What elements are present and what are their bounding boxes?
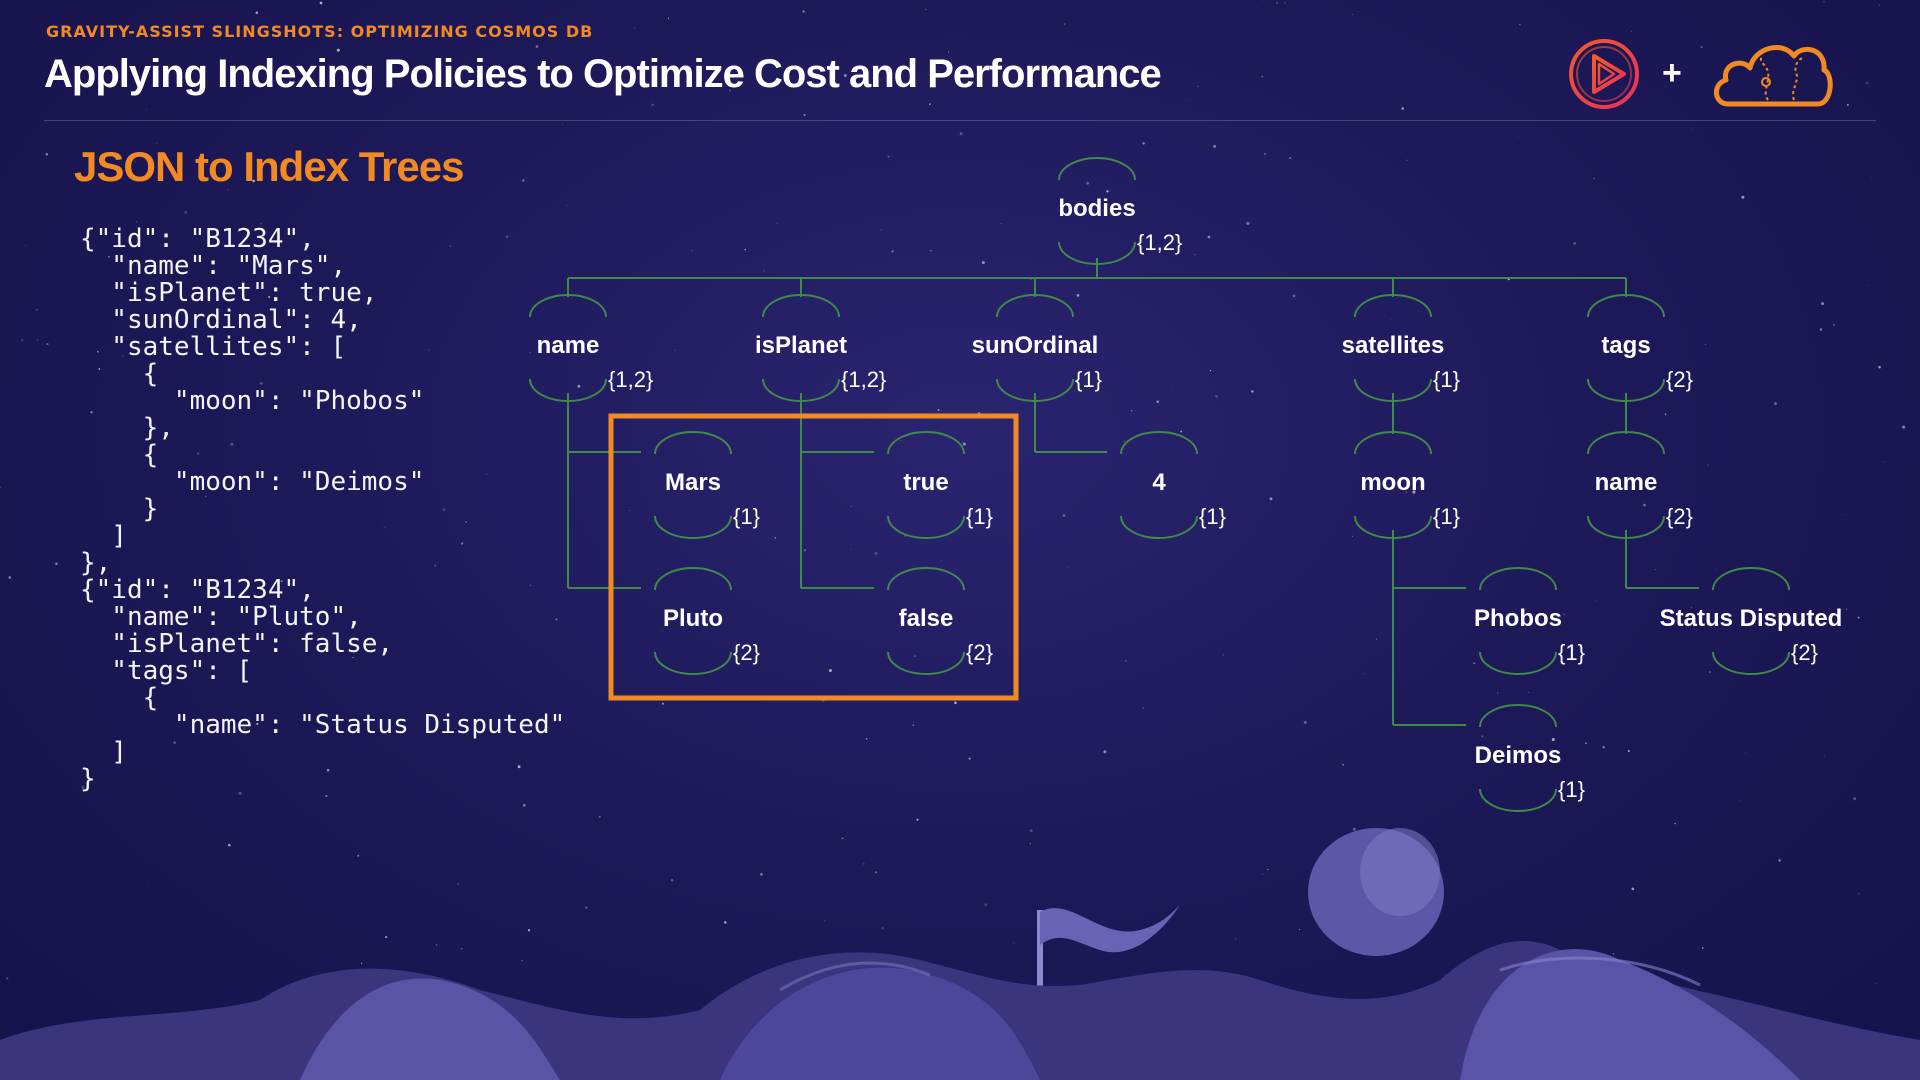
tree-node-phobos: Phobos {1} (1474, 567, 1585, 675)
node-arc-top (1354, 431, 1432, 455)
node-arc-bottom (996, 378, 1074, 402)
node-arc-top (654, 567, 732, 591)
node-label: Deimos (1475, 742, 1562, 769)
node-doc-ids: {1} (1558, 640, 1585, 665)
tree-connectors (567, 258, 1699, 726)
node-arc-bottom (1354, 515, 1432, 539)
plus-sign: + (1662, 54, 1682, 92)
node-arc-bottom (1479, 651, 1557, 675)
tree-node-false: false {2} (887, 567, 993, 675)
node-arc-top (1479, 567, 1557, 591)
node-label: Phobos (1474, 605, 1562, 632)
node-arc-top (654, 431, 732, 455)
cloud-logo-icon (1714, 45, 1833, 107)
node-doc-ids: {1} (1558, 777, 1585, 802)
highlight-box (608, 413, 1019, 701)
node-arc-top (1712, 567, 1790, 591)
node-doc-ids: {1,2} (1137, 230, 1182, 255)
node-doc-ids: {2} (1666, 367, 1693, 392)
node-label: sunOrdinal (972, 332, 1099, 359)
tree-node-moon: moon {1} (1354, 431, 1460, 539)
node-arc-bottom (654, 515, 732, 539)
page-title: Applying Indexing Policies to Optimize C… (44, 52, 1162, 96)
node-doc-ids: {1} (1075, 367, 1102, 392)
node-label: Pluto (663, 605, 723, 632)
tree-node-tagname: name {2} (1587, 431, 1693, 539)
tree-node-satellites: satellites {1} (1342, 294, 1460, 402)
node-arc-bottom (1479, 788, 1557, 812)
tree-node-deimos: Deimos {1} (1475, 704, 1585, 812)
node-label: false (899, 605, 954, 632)
node-doc-ids: {2} (1666, 504, 1693, 529)
tree-node-isPlanet: isPlanet {1,2} (755, 294, 886, 402)
node-arc-top (529, 294, 607, 318)
node-arc-top (1058, 157, 1136, 181)
node-arc-top (1120, 431, 1198, 455)
node-arc-bottom (1354, 378, 1432, 402)
node-label: name (537, 332, 600, 359)
tree-node-statusdisputed: Status Disputed {2} (1660, 567, 1843, 675)
node-doc-ids: {1} (733, 504, 760, 529)
node-label: moon (1360, 469, 1425, 496)
node-arc-top (887, 567, 965, 591)
node-doc-ids: {2} (966, 640, 993, 665)
node-label: true (903, 469, 948, 496)
node-label: isPlanet (755, 332, 847, 359)
section-title: JSON to Index Trees (74, 143, 464, 190)
node-doc-ids: {2} (1791, 640, 1818, 665)
node-arc-bottom (1058, 241, 1136, 265)
node-doc-ids: {1,2} (841, 367, 886, 392)
node-arc-bottom (1712, 651, 1790, 675)
tree-node-true: true {1} (887, 431, 993, 539)
node-doc-ids: {2} (733, 640, 760, 665)
node-label: satellites (1342, 332, 1445, 359)
course-kicker: GRAVITY-ASSIST SLINGSHOTS: OPTIMIZING CO… (46, 22, 594, 41)
node-arc-bottom (1587, 378, 1665, 402)
header-divider (44, 120, 1876, 121)
node-doc-ids: {1} (1433, 504, 1460, 529)
node-arc-bottom (887, 651, 965, 675)
node-arc-top (1587, 431, 1665, 455)
node-doc-ids: {1} (1199, 504, 1226, 529)
node-doc-ids: {1} (1433, 367, 1460, 392)
json-code-block: {"id": "B1234", "name": "Mars", "isPlane… (80, 224, 566, 794)
node-label: name (1595, 469, 1658, 496)
node-arc-bottom (654, 651, 732, 675)
tree-node-four: 4 {1} (1120, 431, 1226, 539)
node-arc-bottom (529, 378, 607, 402)
node-arc-top (762, 294, 840, 318)
play-logo-icon (1569, 39, 1639, 109)
node-arc-top (1479, 704, 1557, 728)
tree-node-bodies: bodies{1,2} (1058, 157, 1182, 265)
tree-node-sunOrdinal: sunOrdinal {1} (972, 294, 1102, 402)
node-label: 4 (1152, 469, 1166, 496)
tree-node-mars: Mars {1} (654, 431, 760, 539)
tree-node-tags: tags {2} (1587, 294, 1693, 402)
node-arc-top (1587, 294, 1665, 318)
tree-node-name: name {1,2} (529, 294, 653, 402)
node-arc-bottom (762, 378, 840, 402)
tree-node-pluto: Pluto {2} (654, 567, 760, 675)
node-label: tags (1601, 332, 1650, 359)
node-arc-top (887, 431, 965, 455)
node-arc-top (996, 294, 1074, 318)
node-arc-bottom (887, 515, 965, 539)
node-arc-top (1354, 294, 1432, 318)
node-doc-ids: {1,2} (608, 367, 653, 392)
node-arc-bottom (1120, 515, 1198, 539)
node-label: bodies (1058, 195, 1135, 222)
tree-nodes: bodies{1,2}name{1,2}isPlanet{1,2}sunOrdi… (529, 157, 1843, 812)
node-arc-bottom (1587, 515, 1665, 539)
node-doc-ids: {1} (966, 504, 993, 529)
node-label: Mars (665, 469, 721, 496)
node-label: Status Disputed (1660, 605, 1843, 632)
